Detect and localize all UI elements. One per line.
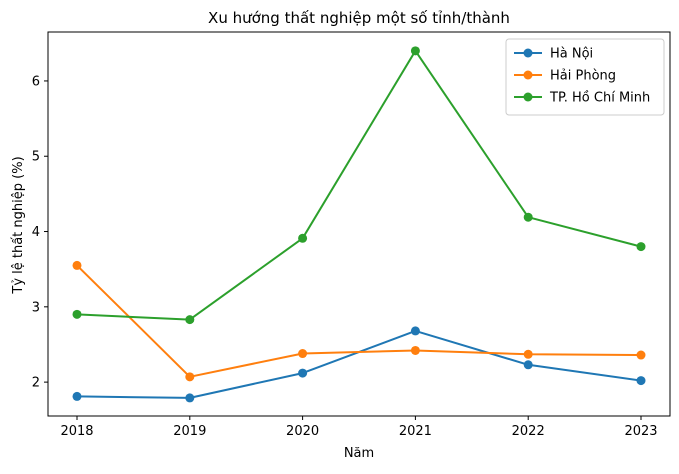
y-tick-label: 3 <box>32 300 40 315</box>
y-tick-label: 2 <box>32 376 40 391</box>
legend-marker <box>523 48 533 58</box>
data-point <box>410 326 420 336</box>
data-point <box>185 372 195 382</box>
x-axis-label: Năm <box>344 446 374 461</box>
data-point <box>298 368 308 378</box>
legend-label: TP. Hồ Chí Minh <box>549 91 650 106</box>
data-point <box>636 376 646 386</box>
y-axis-label: Tỷ lệ thất nghiệp (%) <box>11 156 26 294</box>
data-point <box>636 242 646 252</box>
legend-marker <box>523 92 533 102</box>
data-point <box>72 391 82 401</box>
data-point <box>410 46 420 56</box>
y-tick-label: 6 <box>32 74 40 89</box>
x-tick-label: 2022 <box>512 424 545 439</box>
x-tick-label: 2021 <box>399 424 432 439</box>
x-tick-label: 2023 <box>624 424 657 439</box>
x-tick-label: 2018 <box>60 424 93 439</box>
series-layer <box>72 46 646 403</box>
plot-frame <box>47 31 671 417</box>
data-point <box>298 349 308 359</box>
series-line <box>76 49 642 321</box>
legend-item: Hà Nội <box>514 47 593 62</box>
series <box>72 326 646 403</box>
legend-box <box>505 38 665 116</box>
series <box>72 260 646 382</box>
y-tick-label: 4 <box>32 225 40 240</box>
legend-label: Hải Phòng <box>550 69 616 84</box>
y-tick-label: 5 <box>32 150 40 165</box>
data-point <box>523 349 533 359</box>
data-point <box>523 360 533 370</box>
legend-label: Hà Nội <box>550 47 593 62</box>
legend-marker <box>523 70 533 80</box>
chart-title: Xu hướng thất nghiệp một số tỉnh/thành <box>208 9 510 27</box>
data-point <box>72 309 82 319</box>
data-point <box>523 212 533 222</box>
data-point <box>636 350 646 360</box>
legend-item: Hải Phòng <box>514 69 616 84</box>
data-point <box>185 315 195 325</box>
legend-item: TP. Hồ Chí Minh <box>514 91 650 106</box>
series <box>72 46 646 325</box>
axes: 2018 2019 2020 2021 2022 2023 2 3 4 5 6 <box>32 31 671 439</box>
data-point <box>185 393 195 403</box>
x-tick-label: 2020 <box>286 424 319 439</box>
data-point <box>72 260 82 270</box>
legend: Hà Nội Hải Phòng TP. Hồ Chí Minh <box>505 38 665 116</box>
x-tick-label: 2019 <box>173 424 206 439</box>
series-line <box>76 329 642 399</box>
data-point <box>298 233 308 243</box>
data-point <box>410 345 420 355</box>
series-line <box>76 264 642 378</box>
